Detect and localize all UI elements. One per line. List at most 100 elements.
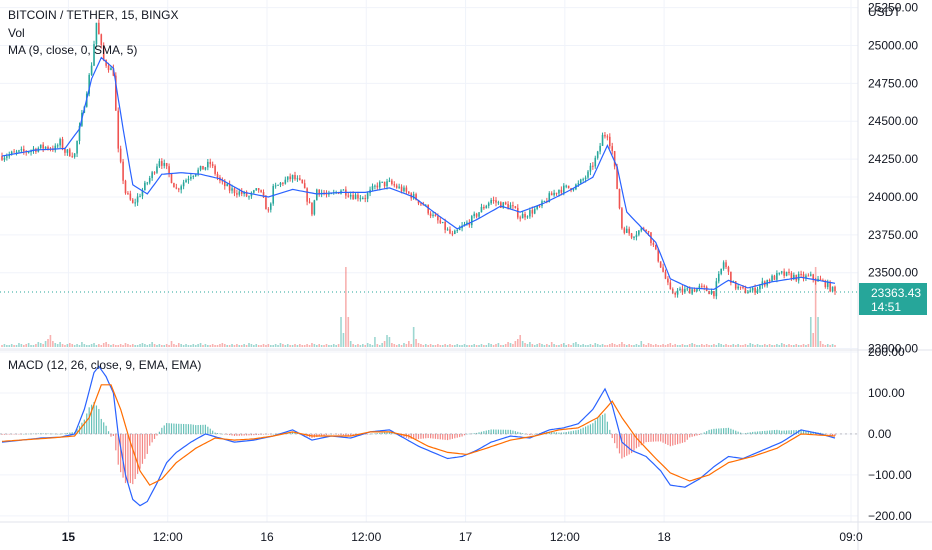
volume-bar bbox=[10, 344, 13, 347]
candle-body bbox=[282, 182, 284, 184]
macd-hist-bar bbox=[710, 429, 713, 434]
price-axis[interactable]: 25250.00 25000.00 24750.00 24500.00 24250.00… bbox=[868, 1, 918, 356]
volume-bar bbox=[354, 345, 357, 347]
volume-bar bbox=[713, 344, 715, 347]
macd-hist-bar bbox=[684, 433, 686, 443]
candle-body bbox=[807, 275, 810, 277]
candle-body bbox=[398, 186, 400, 188]
volume-bar bbox=[209, 345, 212, 347]
macd-hist-bar bbox=[260, 433, 262, 435]
volume-bar bbox=[347, 317, 350, 347]
volume-bar bbox=[308, 345, 311, 347]
candle-body bbox=[269, 203, 272, 210]
volume-bar bbox=[30, 345, 32, 347]
candle-body bbox=[93, 44, 95, 66]
candle-body bbox=[759, 285, 761, 290]
volume-bar bbox=[650, 344, 652, 347]
macd-hist-bar bbox=[502, 429, 504, 434]
candles bbox=[1, 19, 836, 300]
candle-body bbox=[129, 193, 132, 200]
macd-legend[interactable]: MACD (12, 26, close, 9, EMA, EMA) bbox=[8, 358, 202, 372]
macd-hist-bar bbox=[643, 433, 645, 444]
candle-body bbox=[366, 193, 369, 199]
candle-body bbox=[495, 200, 497, 203]
candle-body bbox=[713, 291, 715, 297]
candle-body bbox=[715, 281, 718, 297]
time-axis[interactable]: 15 12:00 16 12:00 17 12:00 18 09:0 bbox=[62, 530, 863, 544]
candle-body bbox=[299, 178, 301, 180]
macd-hist-bar bbox=[153, 433, 156, 439]
volume-bar bbox=[645, 345, 647, 347]
candle-body bbox=[98, 22, 100, 35]
volume-bar bbox=[93, 343, 95, 347]
volume-bar bbox=[584, 345, 587, 347]
volume-bar bbox=[812, 333, 815, 347]
macd-hist-bar bbox=[267, 433, 269, 435]
candle-body bbox=[834, 286, 836, 292]
macd-hist-bar bbox=[645, 433, 647, 443]
volume-bar bbox=[340, 317, 342, 347]
candle-body bbox=[734, 281, 737, 289]
macd-hist-bar bbox=[221, 433, 223, 435]
volume-bar bbox=[766, 345, 768, 347]
time-tick-label: 16 bbox=[260, 530, 274, 544]
last-price-countdown: 14:51 bbox=[871, 300, 901, 314]
volume-bar bbox=[3, 344, 6, 347]
macd-hist-bar bbox=[630, 433, 633, 454]
macd-hist-bar bbox=[650, 433, 652, 442]
macd-hist-bar bbox=[703, 432, 705, 434]
volume-bar bbox=[703, 345, 706, 347]
macd-hist-bar bbox=[367, 433, 369, 435]
candle-body bbox=[400, 186, 403, 192]
time-tick-label: 09:0 bbox=[839, 530, 863, 544]
volume-bar bbox=[771, 345, 773, 347]
candle-body bbox=[451, 233, 454, 235]
candle-body bbox=[6, 156, 8, 158]
volume-bar bbox=[652, 345, 655, 347]
candle-body bbox=[211, 164, 214, 166]
macd-hist-bar bbox=[76, 428, 78, 434]
candle-body bbox=[286, 176, 289, 180]
volume-bar bbox=[282, 344, 284, 347]
volume-bar bbox=[52, 341, 54, 347]
volume-bar bbox=[260, 345, 262, 347]
macd-hist-bar bbox=[337, 433, 340, 435]
macd-hist-bar bbox=[829, 433, 831, 435]
candle-body bbox=[359, 198, 362, 200]
macd-hist-bar bbox=[742, 433, 744, 435]
ma-legend[interactable]: MA (9, close, 0, SMA, 5) bbox=[8, 43, 138, 57]
macd-hist-bar bbox=[454, 433, 456, 439]
macd-hist-bar bbox=[587, 425, 589, 434]
macd-hist-bar bbox=[187, 424, 190, 434]
volume-bar bbox=[679, 345, 681, 347]
volume-bar bbox=[756, 344, 759, 347]
volume-bar bbox=[207, 345, 209, 347]
volume-bar bbox=[59, 342, 61, 347]
volume-bar bbox=[492, 345, 495, 347]
candle-body bbox=[473, 213, 475, 217]
volume-bar bbox=[589, 344, 592, 347]
macd-hist-bar bbox=[381, 432, 383, 434]
candle-body bbox=[737, 286, 739, 289]
macd-hist-bar bbox=[350, 433, 352, 436]
candle-body bbox=[386, 181, 388, 187]
macd-hist-bar bbox=[190, 424, 192, 434]
volume-bar bbox=[829, 345, 831, 347]
macd-hist-bar bbox=[340, 433, 342, 435]
macd-hist-bar bbox=[69, 432, 71, 434]
candle-body bbox=[550, 193, 553, 196]
macd-hist-bar bbox=[669, 433, 671, 447]
macd-tick-label: 200.00 bbox=[868, 345, 905, 359]
macd-axis[interactable]: 200.00 100.00 0.00 −100.00 −200.00 bbox=[868, 345, 912, 523]
volume-bar bbox=[628, 344, 630, 347]
macd-hist-bar bbox=[505, 429, 507, 434]
macd-hist-bar bbox=[570, 431, 572, 434]
macd-hist-bar bbox=[141, 433, 144, 464]
main-legend-title[interactable]: BITCOIN / TETHER, 15, BINGX bbox=[8, 8, 179, 22]
macd-hist-bar bbox=[173, 423, 175, 434]
candle-body bbox=[228, 183, 231, 191]
candle-body bbox=[468, 222, 471, 226]
vol-legend[interactable]: Vol bbox=[8, 26, 25, 40]
volume-bar bbox=[269, 345, 272, 347]
